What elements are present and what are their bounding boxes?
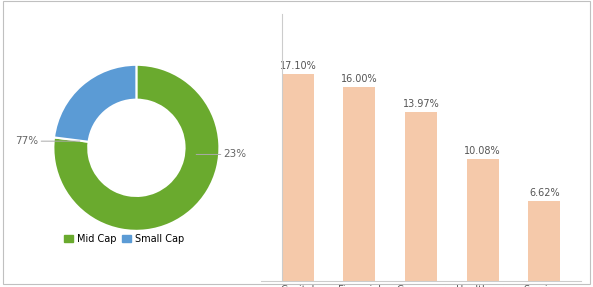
Text: 6.62%: 6.62% <box>529 188 560 198</box>
Bar <box>467 159 499 281</box>
Text: 23%: 23% <box>196 150 247 160</box>
Text: 77%: 77% <box>15 136 80 146</box>
Text: 17.10%: 17.10% <box>279 61 316 71</box>
Wedge shape <box>53 65 219 231</box>
Bar <box>282 74 314 281</box>
Legend: Mid Cap, Small Cap: Mid Cap, Small Cap <box>62 232 186 246</box>
Bar <box>528 201 560 281</box>
Text: 10.08%: 10.08% <box>464 146 501 156</box>
Text: 13.97%: 13.97% <box>403 99 439 109</box>
Bar <box>405 112 437 281</box>
Wedge shape <box>54 65 136 142</box>
Text: 16.00%: 16.00% <box>341 74 378 84</box>
Bar <box>343 87 375 281</box>
